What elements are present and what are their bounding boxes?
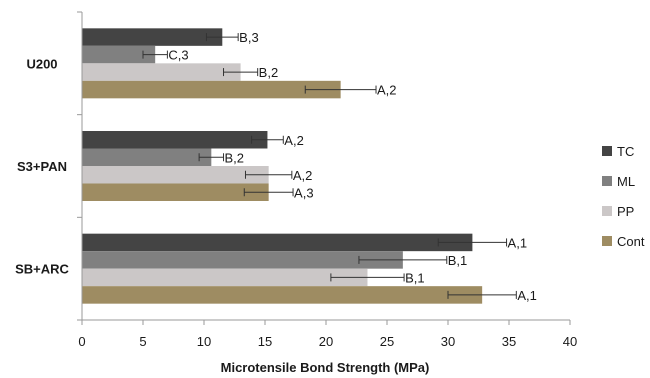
bar — [82, 251, 403, 269]
bars-layer — [82, 28, 517, 304]
bar — [82, 166, 269, 184]
x-tick-label: 0 — [78, 334, 85, 349]
bar — [82, 80, 341, 99]
data-label: A,1 — [517, 288, 537, 303]
legend-swatch — [602, 206, 612, 216]
x-tick-label: 40 — [563, 334, 577, 349]
legend-label: TC — [617, 144, 634, 159]
data-label: B,1 — [405, 270, 425, 285]
data-label: B,1 — [448, 253, 468, 268]
legend-label: Cont — [617, 234, 645, 249]
x-tick-label: 35 — [502, 334, 516, 349]
data-label: A,2 — [377, 83, 397, 98]
data-label: A,3 — [294, 185, 314, 200]
x-tick-label: 15 — [258, 334, 272, 349]
data-label: B,2 — [259, 65, 279, 80]
legend-swatch — [602, 146, 612, 156]
labels-layer: B,3 C,3 B,2 A,2 A,2 B,2 A,2 A,3 A,1 B,1 B,1 A,1 — [168, 30, 536, 303]
x-axis-title: Microtensile Bond Strength (MPa) — [221, 360, 430, 375]
x-tick-label: 20 — [319, 334, 333, 349]
bar — [82, 63, 241, 81]
bar — [82, 268, 368, 287]
bar — [82, 183, 269, 201]
legend-swatch — [602, 176, 612, 186]
legend-swatch — [602, 236, 612, 246]
category-label: SB+ARC — [15, 262, 69, 277]
data-label: B,3 — [239, 30, 259, 45]
legend-label: ML — [617, 174, 635, 189]
bar — [82, 286, 483, 304]
x-tick-label: 10 — [197, 334, 211, 349]
category-label: U200 — [26, 56, 57, 71]
bar — [82, 45, 156, 64]
bar — [82, 148, 212, 166]
bar — [82, 28, 223, 46]
x-tick-label: 30 — [441, 334, 455, 349]
data-label: A,2 — [284, 133, 304, 148]
legend: TC ML PP Cont — [602, 144, 645, 249]
data-label: A,1 — [508, 235, 528, 250]
legend-label: PP — [617, 204, 634, 219]
bar — [82, 233, 473, 252]
data-label: C,3 — [168, 48, 188, 63]
data-label: A,2 — [293, 168, 313, 183]
x-tick-label: 5 — [139, 334, 146, 349]
category-label: S3+PAN — [17, 159, 67, 174]
x-tick-label: 25 — [380, 334, 394, 349]
bar — [82, 131, 268, 149]
data-label: B,2 — [225, 150, 245, 165]
axes-layer: 0 5 10 15 20 25 30 35 40 U200 S3+PAN SB+ARC — [15, 11, 577, 349]
